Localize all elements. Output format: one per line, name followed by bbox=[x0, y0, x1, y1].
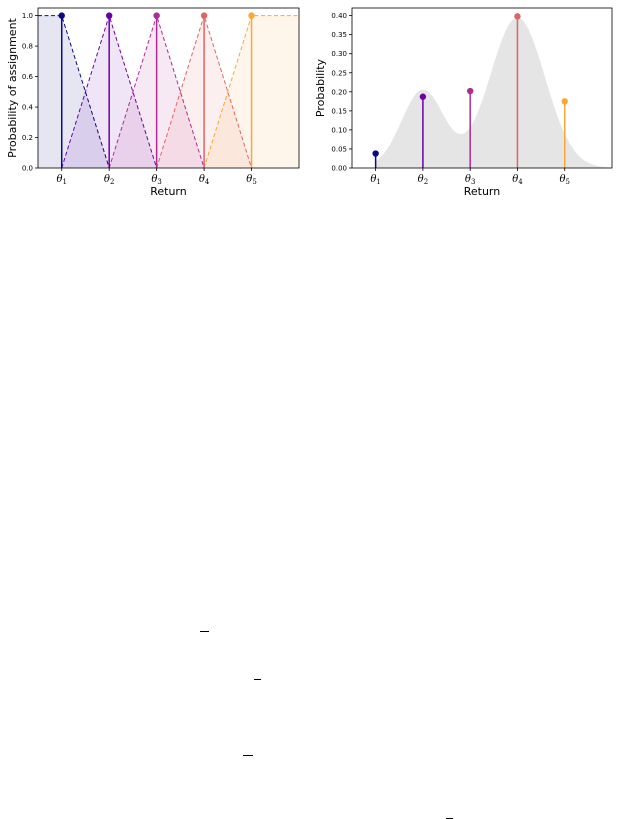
return-density-area bbox=[375, 17, 612, 168]
stray-mark bbox=[254, 679, 261, 680]
assignment-region-1 bbox=[38, 15, 110, 168]
right-1-ytick-label: 0.25 bbox=[331, 69, 347, 77]
probability-marker-2 bbox=[419, 93, 427, 100]
right-y-axis-label: Probability bbox=[314, 58, 327, 117]
right-1-xtick-label: θ3 bbox=[465, 174, 476, 186]
left-0-ytick-label: 0.0 bbox=[22, 165, 33, 173]
right-x-axis-label: Return bbox=[464, 185, 501, 198]
left-chart-assignment: 0.0 0.2 0.4 0.6 0.8 1.0 θ1 θ2 θ3 θ4 θ5 Return Probab… bbox=[6, 7, 300, 198]
assignment-marker-3 bbox=[153, 12, 160, 19]
left-0-ytick-label: 0.6 bbox=[22, 73, 34, 81]
probability-marker-3 bbox=[466, 87, 474, 95]
right-1-xtick-label: θ4 bbox=[512, 174, 523, 186]
left-x-axis-label: Return bbox=[150, 185, 187, 198]
probability-marker-4 bbox=[514, 13, 521, 20]
right-1-ytick-label: 0.10 bbox=[331, 126, 347, 134]
left-0-xtick-label: θ4 bbox=[199, 174, 210, 186]
left-0-axes-frame bbox=[37, 7, 300, 169]
left-0-ytick-label: 0.2 bbox=[22, 134, 33, 142]
probability-marker-1 bbox=[372, 150, 379, 157]
right-1-ytick-label: 0.15 bbox=[331, 107, 347, 115]
right-1-ytick-label: 0.05 bbox=[331, 145, 347, 153]
assignment-marker-5 bbox=[248, 12, 255, 19]
stray-mark bbox=[200, 631, 209, 632]
stray-mark bbox=[243, 755, 253, 756]
right-1-ytick-label: 0.30 bbox=[331, 50, 347, 58]
left-0-xtick-label: θ2 bbox=[104, 174, 115, 186]
left-0-ytick-label: 0.8 bbox=[22, 43, 33, 51]
right-chart-probability: 0.00 0.05 0.10 0.15 0.20 0.25 0.30 0.35 0.40 θ1 θ2… bbox=[314, 7, 613, 198]
left-0-ytick-label: 0.4 bbox=[22, 104, 34, 112]
right-1-xtick-label: θ2 bbox=[418, 174, 429, 186]
right-1-xtick-label: θ5 bbox=[559, 174, 570, 186]
assignment-line-1 bbox=[38, 15, 110, 169]
probability-marker-5 bbox=[561, 98, 568, 105]
right-1-axes-frame bbox=[351, 7, 613, 169]
right-1-ytick-label: 0.00 bbox=[331, 165, 347, 173]
right-1-ytick-label: 0.40 bbox=[331, 12, 347, 20]
assignment-marker-1 bbox=[58, 12, 65, 19]
right-1-ytick-label: 0.20 bbox=[331, 88, 347, 96]
left-0-xtick-label: θ3 bbox=[151, 174, 162, 186]
assignment-marker-2 bbox=[105, 12, 113, 19]
right-1-xtick-label: θ1 bbox=[370, 174, 381, 186]
left-y-axis-label: Probability of assignment bbox=[6, 17, 19, 157]
left-0-xtick-label: θ5 bbox=[246, 174, 257, 186]
assignment-marker-4 bbox=[200, 12, 208, 19]
right-1-ytick-label: 0.35 bbox=[331, 31, 347, 39]
left-0-ytick-label: 1.0 bbox=[22, 12, 33, 20]
left-0-xtick-label: θ1 bbox=[56, 174, 67, 186]
